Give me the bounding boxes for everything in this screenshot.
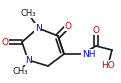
Text: N: N [35,23,41,33]
Text: NH: NH [82,49,95,59]
Text: CH₃: CH₃ [12,67,28,77]
Text: O: O [1,38,8,46]
Text: N: N [25,56,31,64]
Text: HO: HO [101,61,115,69]
Text: O: O [64,21,72,30]
Text: O: O [92,25,99,35]
Text: CH₃: CH₃ [20,8,36,18]
